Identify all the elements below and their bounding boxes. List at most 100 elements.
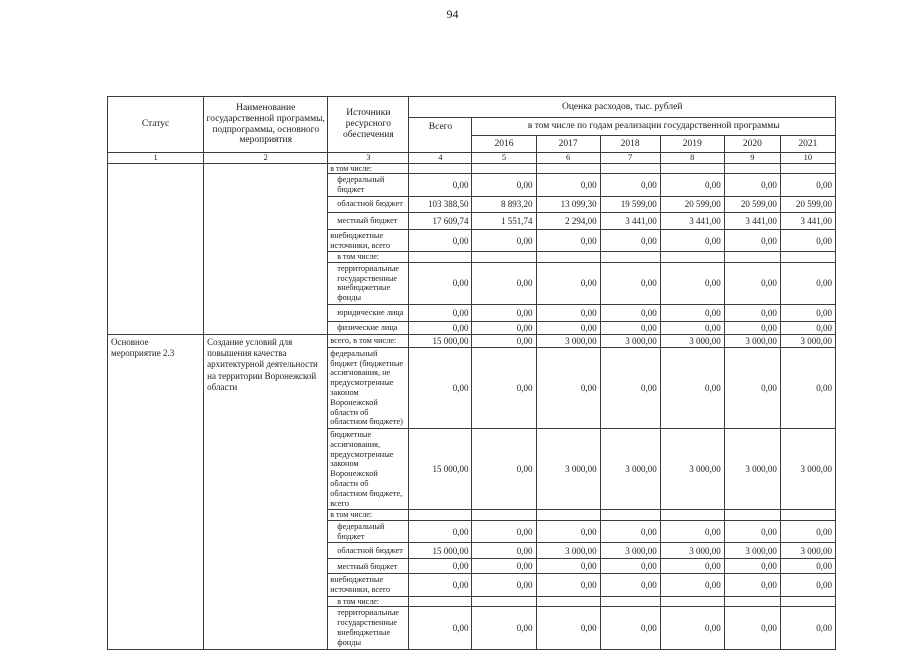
value-cell (599, 595, 661, 608)
value-cell: 0,00 (408, 173, 473, 197)
value-cell: 0,00 (659, 573, 725, 597)
value-cell: 0,00 (599, 346, 661, 430)
value-cell: 3 000,00 (779, 542, 837, 560)
value-cell: 0,00 (723, 519, 781, 544)
table-row: федеральный бюджет 0,00 0,00 0,00 0,00 0,00 0,… (108, 173, 837, 197)
value-cell: 3 000,00 (599, 428, 661, 511)
table-row: федеральный бюджет 0,00 0,00 0,00 0,00 0,00 0,… (108, 519, 837, 544)
value-cell: 3 000,00 (535, 542, 601, 560)
table-row: в том числе: (108, 509, 837, 521)
header-program-name: Наименование государственной программы, … (203, 96, 329, 153)
value-cell: 20 599,00 (659, 195, 725, 213)
header-year: 2017 (535, 135, 601, 153)
table-row: областной бюджет 103 388,50 8 893,20 13 099… (108, 195, 837, 213)
value-cell: 0,00 (535, 346, 601, 430)
program-name-cell: Создание условий для повышения качества … (203, 333, 329, 650)
table-row: бюджетные ассигнования, предусмотренные … (108, 428, 837, 511)
value-cell: 0,00 (535, 606, 601, 650)
value-cell (535, 509, 601, 521)
value-cell: 0,00 (659, 558, 725, 575)
value-cell: 0,00 (471, 519, 537, 544)
value-cell: 0,00 (779, 606, 837, 650)
header-row-1: Статус Наименование государственной прог… (106, 96, 836, 153)
value-cell: 0,00 (471, 542, 537, 560)
value-cell: 0,00 (408, 558, 473, 575)
value-cell: 0,00 (779, 261, 837, 305)
value-cell: 0,00 (535, 573, 601, 597)
value-cell: 3 441,00 (723, 211, 781, 230)
value-cell: 0,00 (599, 173, 661, 197)
program-name-cell (203, 162, 329, 335)
status-cell (106, 162, 205, 335)
value-cell: 20 599,00 (779, 195, 837, 213)
source-label-cell: местный бюджет (327, 211, 410, 230)
column-number: 1 (106, 152, 205, 164)
column-number: 10 (779, 152, 837, 164)
value-cell: 0,00 (599, 606, 661, 650)
value-cell (659, 595, 725, 608)
value-cell: 3 000,00 (779, 428, 837, 511)
header-total: Всего (408, 117, 473, 153)
value-cell: 0,00 (659, 228, 725, 253)
source-label-cell: внебюджетные источники, всего (327, 573, 410, 597)
header-expense-estimate: Оценка расходов, тыс. рублей (408, 96, 836, 118)
column-number: 4 (408, 152, 473, 164)
source-label-cell: бюджетные ассигнования, предусмотренные … (327, 428, 410, 511)
value-cell: 0,00 (599, 573, 661, 597)
value-cell: 3 000,00 (535, 333, 601, 348)
source-label-cell: областной бюджет (327, 195, 410, 213)
header-year: 2021 (779, 135, 837, 153)
source-label-cell: в том числе: (327, 509, 410, 521)
value-cell: 0,00 (723, 228, 781, 253)
source-label-cell: юридические лица (327, 303, 410, 322)
value-cell: 0,00 (659, 320, 725, 335)
value-cell: 0,00 (535, 261, 601, 305)
value-cell: 0,00 (779, 320, 837, 335)
value-cell (779, 595, 837, 608)
value-cell (779, 509, 837, 521)
header-year: 2019 (659, 135, 725, 153)
value-cell (659, 251, 725, 263)
budget-table-container: Статус Наименование государственной прог… (106, 96, 837, 650)
value-cell: 2 294,00 (535, 211, 601, 230)
value-cell: 0,00 (408, 303, 473, 322)
value-cell (779, 162, 837, 175)
value-cell: 0,00 (599, 303, 661, 322)
value-cell (471, 251, 537, 263)
source-label-cell: федеральный бюджет (327, 519, 410, 544)
value-cell: 13 099,30 (535, 195, 601, 213)
table-row: местный бюджет 17 609,74 1 551,74 2 294,00 3… (108, 211, 837, 230)
source-label-cell: физические лица (327, 320, 410, 335)
value-cell: 0,00 (779, 519, 837, 544)
value-cell: 3 000,00 (599, 333, 661, 348)
table-row: Основное мероприятие 2.3 Создание условий… (106, 333, 837, 650)
source-label-cell: федеральный бюджет (бюджетные ассигнован… (327, 346, 410, 430)
source-label-cell: местный бюджет (327, 558, 410, 575)
value-cell: 0,00 (723, 303, 781, 322)
value-cell: 0,00 (599, 228, 661, 253)
value-cell: 1 551,74 (471, 211, 537, 230)
value-cell: 0,00 (471, 303, 537, 322)
value-cell (723, 595, 781, 608)
value-cell: 0,00 (779, 346, 837, 430)
value-cell: 0,00 (779, 558, 837, 575)
value-cell (599, 251, 661, 263)
column-number: 6 (535, 152, 601, 164)
value-cell: 0,00 (659, 303, 725, 322)
source-label-cell: внебюджетные источники, всего (327, 228, 410, 253)
source-label-cell: в том числе: (327, 595, 410, 608)
value-cell (408, 162, 473, 175)
value-cell: 0,00 (723, 261, 781, 305)
value-cell: 3 000,00 (723, 333, 781, 348)
value-cell: 0,00 (723, 346, 781, 430)
value-cell: 0,00 (599, 519, 661, 544)
column-number: 5 (471, 152, 537, 164)
status-cell: Основное мероприятие 2.3 (106, 333, 205, 650)
value-cell: 17 609,74 (408, 211, 473, 230)
page-number: 94 (446, 7, 459, 21)
value-cell (535, 251, 601, 263)
value-cell: 0,00 (659, 346, 725, 430)
header-status: Статус (106, 96, 205, 153)
header-year: 2018 (599, 135, 661, 153)
